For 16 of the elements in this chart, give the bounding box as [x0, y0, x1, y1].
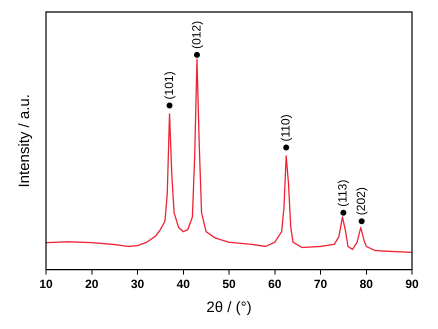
y-axis-title: Intensity / a.u.	[16, 94, 34, 188]
x-tick-label: 70	[314, 277, 328, 292]
annotation: (110)	[278, 114, 292, 142]
x-tick-label: 40	[176, 277, 190, 292]
annotation: (202)	[354, 187, 368, 216]
x-tick-label: 90	[405, 277, 419, 292]
x-tick-label: 50	[222, 277, 236, 292]
x-tick-label: 30	[130, 277, 144, 292]
annotation: (101)	[162, 71, 176, 100]
x-tick-label: 20	[85, 277, 99, 292]
x-tick-label: 60	[268, 277, 282, 292]
x-tick-label: 80	[360, 277, 374, 292]
x-tick-label: 10	[39, 277, 53, 292]
annotation: (113)	[336, 180, 350, 207]
annotation: (012)	[189, 20, 204, 49]
x-axis-title: 2θ / (°)	[206, 299, 252, 316]
